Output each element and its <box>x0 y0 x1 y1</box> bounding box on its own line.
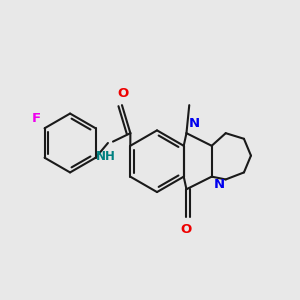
Text: F: F <box>32 112 41 125</box>
Text: NH: NH <box>96 150 116 163</box>
Text: O: O <box>181 224 192 236</box>
Text: N: N <box>214 178 225 191</box>
Text: O: O <box>117 86 128 100</box>
Text: N: N <box>189 117 200 130</box>
